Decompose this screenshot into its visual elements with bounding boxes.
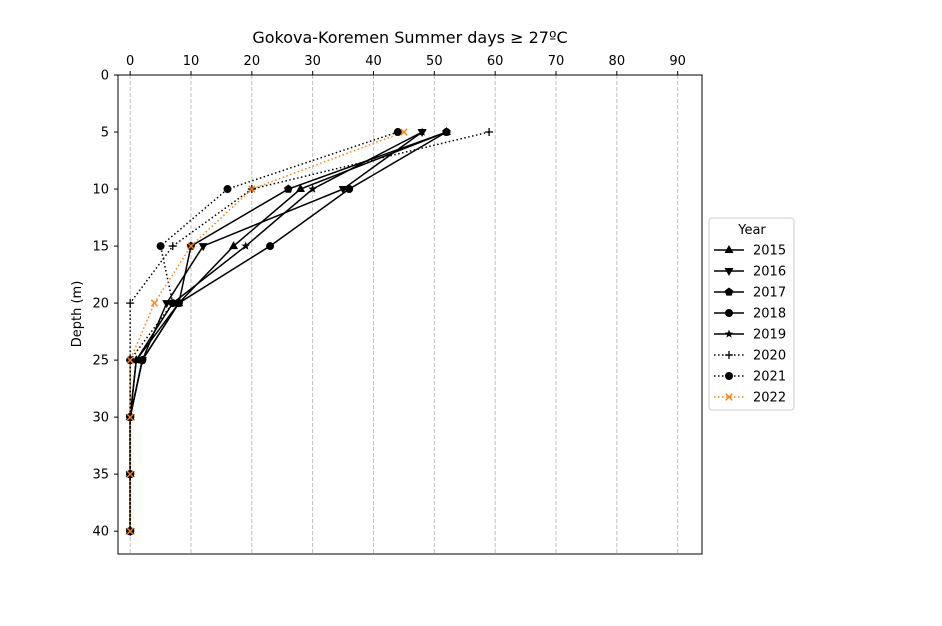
x-tick-label-70: 70 [548, 54, 565, 69]
marker-2020-depth-20 [126, 299, 135, 308]
marker-2021-depth-5 [393, 128, 402, 137]
y-tick-label-5: 5 [101, 126, 109, 141]
y-tick-label-35: 35 [92, 468, 109, 483]
legend-marker-2019 [724, 329, 734, 338]
series-line-2020 [129, 131, 490, 532]
legend-marker-2018 [725, 309, 733, 317]
y-tick-label-20: 20 [92, 297, 109, 312]
marker-2018-depth-25 [138, 356, 147, 365]
marker-2020-depth-15 [168, 242, 177, 251]
series-markers [125, 127, 494, 537]
marker-2020-depth-5 [485, 128, 494, 137]
marker-2019-depth-15 [241, 241, 251, 250]
legend-marker-2016 [724, 268, 734, 276]
legend-box [708, 217, 795, 411]
marker-2022-depth-40 [126, 527, 134, 535]
legend-marker-2015 [724, 245, 734, 253]
marker-2022-depth-10 [248, 185, 256, 193]
x-tick-label-40: 40 [365, 54, 382, 69]
x-tick-label-30: 30 [304, 54, 321, 69]
legend-title: Year [737, 223, 766, 238]
marker-2015-depth-15 [229, 241, 239, 250]
x-tick-label-10: 10 [183, 54, 200, 69]
chart-title: Gokova-Koremen Summer days ≥ 27ºC [252, 28, 567, 47]
y-axis-label: Depth (m) [70, 281, 85, 348]
legend-label-2021: 2021 [753, 370, 786, 385]
y-axis-ticks: 0 5 10 15 20 25 30 35 40 [92, 69, 118, 540]
marker-2018-depth-10 [345, 185, 354, 194]
series-line-2022 [129, 131, 405, 532]
marker-2021-depth-15 [156, 242, 165, 251]
legend-label-2016: 2016 [753, 265, 786, 280]
marker-2016-depth-15 [198, 243, 208, 252]
legend-items: 2015 2016 2017 2018 2019 2020 2021 2022 [714, 244, 786, 406]
y-tick-label-40: 40 [92, 525, 109, 540]
marker-2019-depth-10 [308, 184, 317, 193]
marker-2018-depth-5 [442, 128, 451, 137]
marker-2018-depth-20 [174, 299, 183, 308]
marker-2022-depth-20 [150, 299, 159, 307]
marker-2015-depth-10 [296, 184, 305, 193]
x-tick-label-80: 80 [609, 54, 626, 69]
marker-2022-depth-5 [400, 128, 408, 136]
series-lines [129, 131, 490, 532]
marker-2022-depth-25 [126, 356, 134, 364]
y-tick-label-15: 15 [92, 240, 109, 255]
legend-label-2018: 2018 [753, 307, 786, 322]
marker-2018-depth-15 [266, 242, 275, 251]
legend-label-2020: 2020 [753, 349, 786, 364]
legend-marker-2020 [725, 351, 733, 359]
marker-2021-depth-20 [168, 299, 177, 308]
series-line-2021 [129, 131, 399, 532]
marker-2017-depth-10 [284, 184, 293, 193]
x-tick-label-20: 20 [244, 54, 261, 69]
legend-marker-2022 [725, 393, 733, 401]
legend-label-2019: 2019 [753, 328, 786, 343]
marker-2022-depth-30 [126, 413, 134, 421]
x-axis-ticks: 0 10 20 30 40 50 60 70 80 90 [126, 54, 686, 75]
marker-2021-depth-10 [223, 185, 232, 194]
y-tick-label-0: 0 [101, 69, 109, 84]
x-tick-label-0: 0 [126, 54, 134, 69]
y-tick-label-10: 10 [92, 183, 109, 198]
legend-marker-2017 [724, 287, 734, 296]
marker-2022-depth-15 [187, 242, 195, 250]
marker-2022-depth-35 [126, 470, 134, 478]
legend-marker-2021 [725, 372, 733, 380]
marker-2019-depth-25 [131, 355, 141, 364]
legend-label-2015: 2015 [753, 244, 786, 259]
legend-label-2017: 2017 [753, 286, 786, 301]
plot-area-frame [117, 74, 703, 555]
x-tick-label-60: 60 [487, 54, 504, 69]
grid-lines [129, 75, 679, 554]
marker-2019-depth-5 [417, 127, 427, 136]
y-tick-label-25: 25 [92, 354, 109, 369]
x-tick-label-90: 90 [669, 54, 686, 69]
x-tick-label-50: 50 [426, 54, 443, 69]
legend: Year 2015 2016 2017 2018 2019 2020 2021 2022 [708, 217, 795, 411]
y-tick-label-30: 30 [92, 411, 109, 426]
legend-label-2022: 2022 [753, 391, 786, 406]
